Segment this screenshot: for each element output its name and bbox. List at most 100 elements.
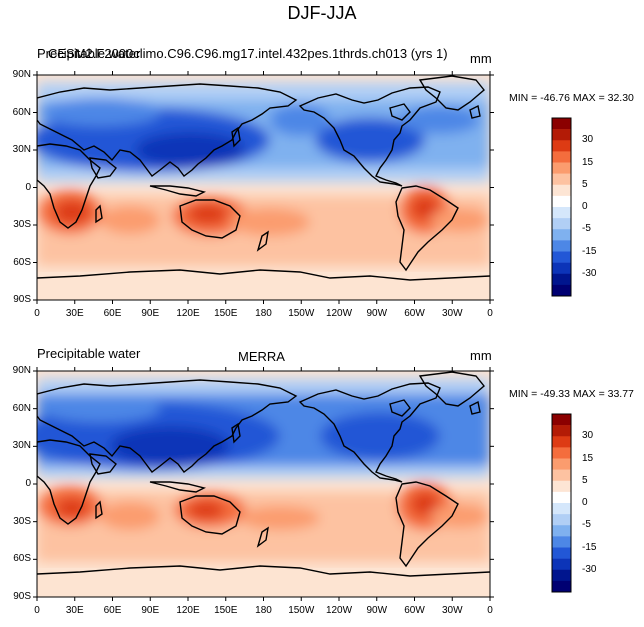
colorbar-swatch [552,284,571,297]
panel1-left-title: Precipitable water [37,46,141,61]
lat-tick-label: 30N [12,440,31,452]
lat-tick-label: 60S [13,256,31,268]
lon-tick-label: 120W [325,605,353,616]
colorbar-swatch [552,491,571,504]
figure-title: DJF-JJA [287,3,357,23]
lat-tick-label: 30S [13,515,31,527]
lat-tick-label: 60N [12,106,31,118]
lon-tick-label: 150W [288,605,315,616]
panel1-stats: MIN = -46.76 MAX = 32.30 [509,92,634,104]
colorbar-swatch [552,536,571,548]
lon-tick-label: 0 [487,605,493,616]
lon-tick-label: 30E [65,308,84,319]
lon-tick-label: 90W [366,308,388,319]
colorbar-swatch [552,525,571,537]
colorbar-swatch [552,514,571,526]
lat-tick-label: 30N [12,144,31,155]
colorbar-label: -15 [582,245,597,257]
lon-tick-label: 150E [214,308,238,319]
colorbar-swatch [552,184,571,197]
colorbar-label: -5 [582,223,591,235]
colorbar-label: 15 [582,156,594,168]
colorbar-swatch [552,218,571,230]
colorbar-swatch [552,251,571,263]
colorbar-swatch [552,414,571,426]
panel1-center-title: CESM2.F2000climo.C96.C96.mg17.intel.432p… [48,46,448,61]
colorbar-label: 0 [582,201,588,212]
lon-tick-label: 120E [176,308,200,319]
panel2-units: mm [470,348,492,363]
colorbar-swatch [552,458,571,470]
lat-tick-label: 90N [12,69,31,80]
lon-tick-label: 0 [34,605,40,616]
colorbar-label: 0 [582,497,588,508]
colorbar-swatch [552,129,571,141]
lat-tick-label: 60S [13,553,31,565]
lat-tick-label: 90S [13,591,31,602]
lat-tick-label: 0 [25,478,31,489]
lon-tick-label: 90E [141,308,160,319]
map-panel-1 [36,74,491,301]
colorbar-swatch [552,118,571,130]
colorbar-swatch [552,173,571,186]
map-panel-2 [36,370,491,598]
colorbar-frame [551,117,572,297]
colorbar-label: -30 [582,563,597,575]
lon-tick-label: 90E [141,605,160,616]
colorbar-swatch [552,162,571,174]
colorbar-label: 30 [582,134,594,146]
lon-tick-label: 30E [65,605,84,616]
colorbar-label: 30 [582,430,594,442]
lon-tick-label: 30W [441,308,463,319]
lon-tick-label: 0 [34,308,40,319]
colorbar-swatch [552,569,571,582]
colorbar-swatch [552,140,571,152]
colorbar-swatch [552,273,571,286]
lat-tick-label: 30S [13,219,31,230]
colorbar-label: -30 [582,267,597,279]
colorbar-label: -5 [582,519,591,531]
lon-tick-label: 150E [214,605,238,616]
colorbar-swatch [552,503,571,515]
colorbar-frame [551,413,572,593]
colorbar-swatch [552,480,571,493]
lon-tick-label: 120W [325,308,353,319]
lon-tick-label: 120E [176,605,200,616]
lon-tick-label: 150W [288,308,315,319]
colorbar-swatch [552,262,571,275]
lon-tick-label: 180 [255,605,272,616]
lon-tick-label: 30W [441,605,463,616]
colorbar-label: 5 [582,474,588,486]
colorbar-swatch [552,240,571,252]
lat-tick-label: 90S [13,294,31,305]
panel1-units: mm [470,51,492,66]
lon-tick-label: 60E [103,308,122,319]
lat-tick-label: 90N [12,365,31,376]
lon-tick-label: 0 [487,308,493,319]
colorbar-label: 5 [582,178,588,190]
colorbar-swatch [552,151,571,163]
colorbar-swatch [552,547,571,559]
lat-tick-label: 60N [12,402,31,414]
colorbar-swatch [552,195,571,208]
colorbar-swatch [552,425,571,437]
colorbar-swatch [552,207,571,219]
panel2-left-title: Precipitable water [37,346,141,361]
colorbar-swatch [552,447,571,459]
lon-tick-label: 180 [255,308,272,319]
colorbar-swatch [552,580,571,593]
colorbar-swatch [552,469,571,482]
colorbar-label: 15 [582,452,594,464]
colorbar-swatch [552,436,571,448]
lon-tick-label: 60E [103,605,122,616]
panel2-center-title: MERRA [238,349,285,364]
lat-tick-label: 0 [25,181,31,193]
colorbar-swatch [552,558,571,571]
colorbar-label: -15 [582,541,597,553]
lon-tick-label: 60W [404,605,425,616]
lon-tick-label: 90W [366,605,388,616]
panel2-stats: MIN = -49.33 MAX = 33.77 [509,388,634,400]
lon-tick-label: 60W [404,308,425,319]
colorbar-swatch [552,229,571,241]
